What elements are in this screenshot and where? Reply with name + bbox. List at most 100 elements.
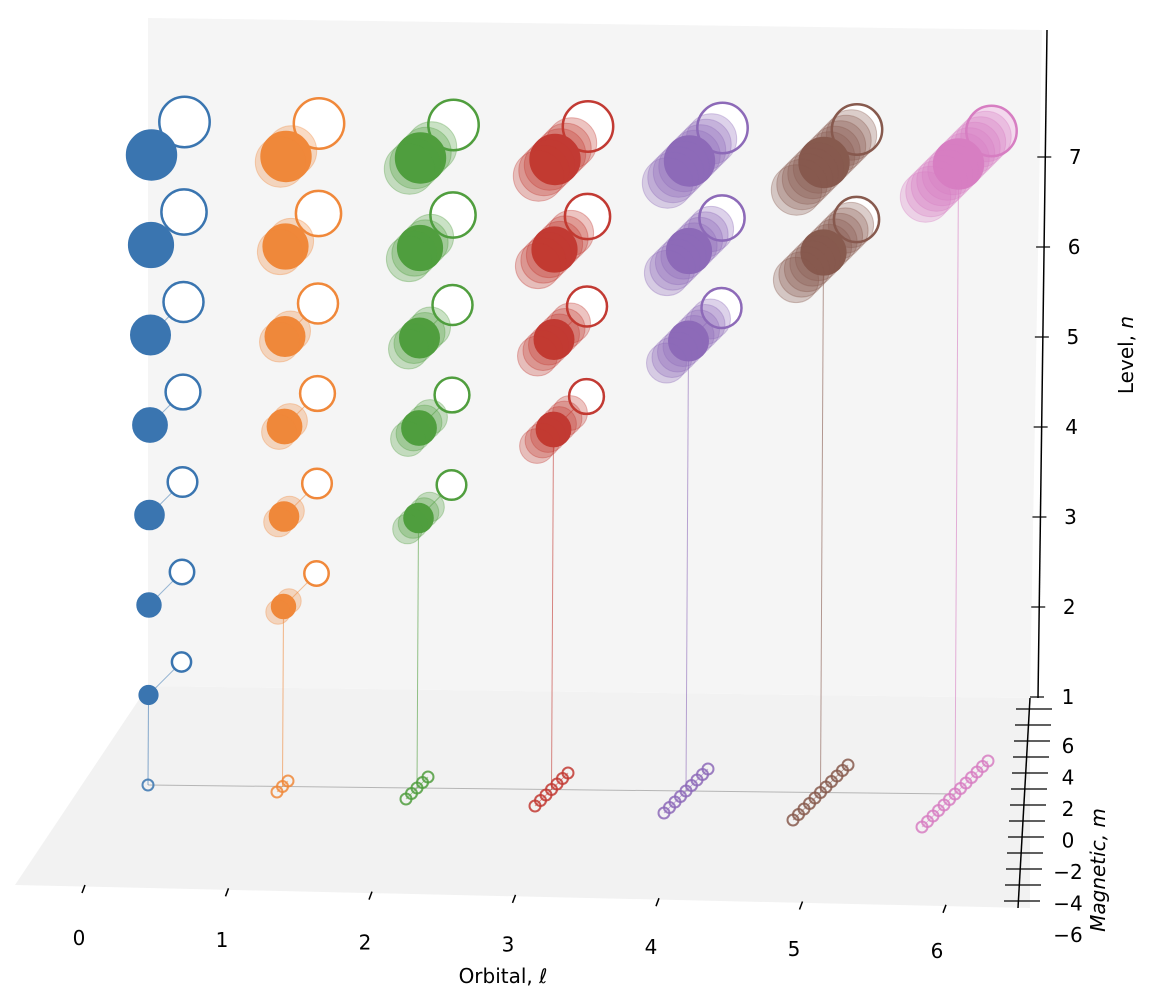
orbital-tick-label-2: 2 xyxy=(359,930,372,954)
state-point-l5-m-5-n6 xyxy=(772,256,820,304)
level-tick-label-2: 2 xyxy=(1063,595,1076,619)
wall-marker-l1-n4 xyxy=(298,374,337,413)
level-tick-label-3: 3 xyxy=(1064,505,1077,529)
axis-panes xyxy=(15,18,1042,908)
state-point-l3-m-3-n4 xyxy=(519,428,555,464)
state-point-l4-m0-n5 xyxy=(668,320,709,362)
magnetic-tick-label-3: 0 xyxy=(1062,829,1075,853)
state-point-l2-m-1-n4 xyxy=(395,415,432,452)
state-point-l1-m-1-n7 xyxy=(254,136,307,188)
wall-marker-l3-n7 xyxy=(561,100,615,153)
state-point-l4-m-2-n5 xyxy=(657,331,698,373)
state-point-l1-m0-n5 xyxy=(264,316,306,357)
wall-marker-l0-n4 xyxy=(164,373,202,411)
state-point-l3-m-1-n5 xyxy=(528,324,569,366)
state-point-l2-m0-n5 xyxy=(399,317,440,359)
orbital-tick-label-0: 0 xyxy=(73,926,86,950)
state-point-l4-m-2-n7 xyxy=(652,146,705,198)
wall-marker-l4-n6 xyxy=(698,194,746,242)
state-point-l5-m-4-n7 xyxy=(776,158,828,211)
wall-marker-l4-n7 xyxy=(696,101,749,155)
state-point-l2-m-1-n5 xyxy=(393,323,435,364)
state-point-l0-m0-n5 xyxy=(130,314,171,356)
state-point-l6-m-2-n7 xyxy=(921,149,974,201)
state-point-l6-m-6-n7 xyxy=(899,171,952,223)
floor-marker-l4-m4 xyxy=(701,762,715,776)
state-point-l6-m-5-n7 xyxy=(905,165,957,218)
orbital-tick-label-1: 1 xyxy=(216,928,229,952)
level-tick-label-5: 5 xyxy=(1066,325,1079,349)
state-point-l2-m-2-n3 xyxy=(392,513,423,545)
orbital-tick-2 xyxy=(368,891,373,900)
stem-line-l5 xyxy=(820,252,824,793)
state-point-l5-m0-n6 xyxy=(800,229,847,276)
state-point-l4-m-3-n5 xyxy=(651,337,693,378)
wall-marker-l3-n6 xyxy=(563,192,612,241)
level-tick-label-7: 7 xyxy=(1069,145,1082,169)
state-point-l0-m0-n6 xyxy=(127,221,175,269)
state-point-l4-m-1-n6 xyxy=(660,233,707,280)
level-axis-title: Level, n xyxy=(1114,316,1138,394)
state-point-l3-m-2-n4 xyxy=(524,422,561,459)
state-point-l3-m-1-n7 xyxy=(523,139,576,191)
state-point-l0-m0-n1 xyxy=(138,684,159,706)
wall-marker-l1-n2 xyxy=(303,560,330,587)
wall-marker-l3-n5 xyxy=(565,285,609,328)
orbital-tick-0 xyxy=(81,884,86,894)
state-point-l4-m-4-n6 xyxy=(643,249,691,297)
state-point-l5-m-3-n7 xyxy=(781,153,834,205)
state-point-l2-m-1-n7 xyxy=(389,137,441,190)
wall-marker-l0-n2 xyxy=(168,558,196,586)
wall-marker-l5-n7 xyxy=(830,103,884,156)
state-point-l6-m6-n7 xyxy=(965,105,1018,157)
wall-marker-l3-n4 xyxy=(567,377,606,416)
wall-marker-l0-n7 xyxy=(158,95,211,149)
wall-marker-l1-n3 xyxy=(300,467,334,500)
state-point-l5-m-4-n6 xyxy=(778,251,825,298)
state-point-l3-m-2-n5 xyxy=(522,330,564,371)
state-point-l1-m0-n3 xyxy=(268,501,300,532)
state-point-l2-m-1-n3 xyxy=(397,508,429,539)
state-point-l5-m-1-n7 xyxy=(792,142,845,194)
state-point-l4-m-3-n7 xyxy=(647,151,699,204)
state-point-l2-m0-n7 xyxy=(394,132,447,184)
state-point-l2-m0-n3 xyxy=(403,502,434,534)
state-point-l3-m-3-n6 xyxy=(514,242,562,290)
state-point-l3-m0-n5 xyxy=(533,319,575,360)
level-axis-line xyxy=(1037,29,1048,699)
magnetic-tick-label-2: −2 xyxy=(1053,860,1082,884)
stem-lines xyxy=(147,163,959,795)
magnetic-tick-label-4: 2 xyxy=(1062,797,1075,821)
state-point-l1-m-1-n4 xyxy=(261,414,297,450)
state-point-l1-m-1-n5 xyxy=(259,321,300,363)
state-point-l4-m-3-n6 xyxy=(649,244,696,291)
state-point-l4-m-2-n6 xyxy=(654,238,702,286)
wall-marker-l5-n6 xyxy=(832,195,881,244)
axes: 1 2 3 4 5 6 7 Level, n −6 −4 −2 0 2 4 6 Magnetic, m 0 1 2 3… xyxy=(73,29,1138,988)
state-point-l4-m-4-n7 xyxy=(641,157,694,209)
magnetic-axis-title: Magnetic, m xyxy=(1086,808,1110,932)
state-point-l2-m0-n6 xyxy=(396,224,444,272)
wall-marker-l0-n5 xyxy=(162,280,205,324)
orbital-tick-label-3: 3 xyxy=(502,933,515,957)
state-point-l5-m-2-n6 xyxy=(789,240,836,287)
state-point-l3-m0-n4 xyxy=(535,411,572,448)
floor-marker-l6-m6 xyxy=(981,754,995,768)
state-point-l4-m0-n6 xyxy=(665,227,713,275)
stem-line-l1 xyxy=(282,606,284,787)
stem-line-l6 xyxy=(954,163,959,795)
state-point-l1-m-1-n2 xyxy=(265,599,291,625)
wall-marker-l4-n5 xyxy=(700,286,743,330)
state-point-l2-m-2-n4 xyxy=(390,421,426,457)
state-point-l5-m-3-n6 xyxy=(783,245,831,293)
wall-marker-l0-n6 xyxy=(160,188,208,236)
floor-marker-l2-m2 xyxy=(421,770,435,784)
state-point-l2-m-1-n6 xyxy=(391,230,438,277)
state-point-l6-m-1-n7 xyxy=(927,143,979,196)
orbital-tick-label-6: 6 xyxy=(931,939,944,963)
magnetic-tick-label-5: 4 xyxy=(1062,766,1075,790)
state-point-l6-m-4-n7 xyxy=(910,160,963,212)
state-point-l0-m0-n3 xyxy=(134,499,165,531)
orbital-tick-5 xyxy=(798,901,804,910)
